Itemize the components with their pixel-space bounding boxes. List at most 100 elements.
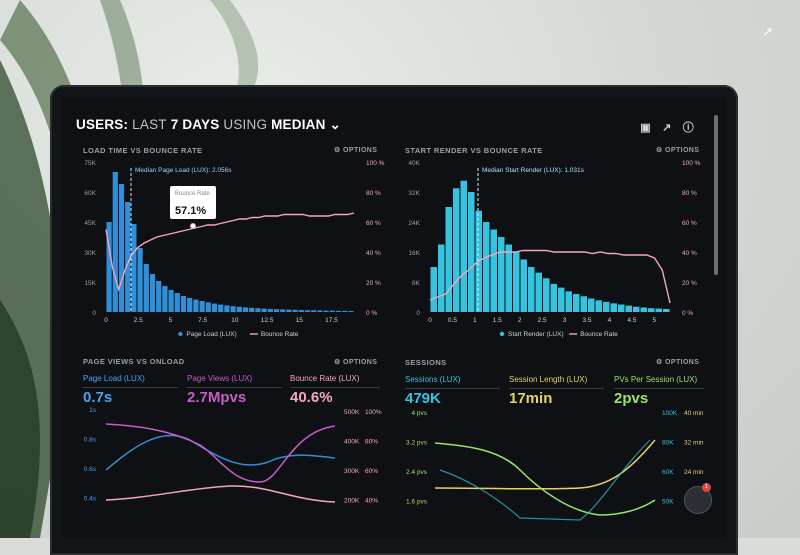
sessions-line	[439, 439, 651, 521]
bar	[230, 306, 236, 312]
bar	[520, 259, 527, 312]
legend-label: Bounce Rate	[261, 331, 299, 338]
render-options-button[interactable]: ⚙ OPTIONS	[656, 147, 700, 154]
load-panel-title: LOAD TIME VS BOUNCE RATE	[83, 146, 203, 155]
bar	[187, 298, 193, 312]
divider	[83, 387, 178, 388]
bar	[610, 303, 617, 312]
divider	[614, 388, 704, 389]
divider	[290, 387, 380, 388]
legend-label: Start Render (LUX)	[508, 331, 564, 338]
bar	[168, 290, 174, 312]
bar	[106, 222, 112, 312]
bar	[640, 307, 647, 312]
help-icon[interactable]: ⓘ	[682, 122, 694, 134]
bar	[149, 274, 156, 312]
pageviews-panel-title: PAGE VIEWS VS ONLOAD	[83, 357, 185, 366]
x-tick: 2.5	[134, 317, 143, 324]
bar	[286, 309, 292, 312]
y-left-tick: 0.4s	[84, 496, 97, 503]
bar	[633, 306, 640, 312]
pageload-line	[105, 434, 336, 471]
y-right-tick: 40 %	[366, 250, 381, 257]
header-users: USERS:	[76, 117, 129, 132]
bar	[131, 224, 137, 312]
bar	[445, 207, 452, 312]
y-left-tick: 30K	[84, 250, 96, 257]
bar	[618, 304, 625, 312]
y-right-tick: 80%	[365, 439, 378, 446]
bar	[205, 302, 211, 312]
bar	[335, 310, 342, 312]
tooltip-label: Bounce Rate	[175, 191, 210, 197]
bar	[323, 310, 329, 312]
sessions-metric-label: Sessions (LUX)	[405, 375, 461, 384]
bar	[242, 307, 249, 312]
y-right-tick: 80 %	[682, 190, 697, 197]
legend-dot	[178, 331, 183, 337]
y-right-tick: 24 min	[684, 469, 704, 476]
bar	[558, 287, 565, 312]
x-tick: 1	[473, 317, 477, 324]
bar	[453, 188, 460, 312]
bar	[595, 300, 602, 312]
y-right-tick: 20 %	[366, 280, 381, 287]
header-median[interactable]: MEDIAN	[271, 117, 326, 132]
expand-icon[interactable]: ↗	[762, 24, 773, 39]
y-right-tick: 60 %	[682, 220, 697, 227]
median-label: Median Start Render (LUX): 1.031s	[482, 167, 585, 174]
pageviews-metric-value: 2.7Mpvs	[187, 389, 247, 406]
bar	[490, 229, 497, 312]
pageviews-line	[105, 423, 336, 483]
bar	[505, 244, 512, 312]
pageviews-options-button[interactable]: ⚙ OPTIONS	[334, 359, 378, 366]
bar	[565, 291, 572, 312]
y-left-tick: 16K	[408, 250, 420, 257]
bar	[342, 310, 348, 312]
y-left-tick: 15K	[84, 280, 96, 287]
x-tick: 0	[104, 317, 108, 324]
x-tick: 0	[428, 317, 432, 324]
x-tick: 1.5	[493, 317, 502, 324]
divider	[509, 388, 604, 389]
bar	[292, 309, 298, 312]
load-options-button[interactable]: ⚙ OPTIONS	[334, 147, 378, 154]
x-tick: 2	[518, 317, 522, 324]
x-tick: 0.5	[448, 317, 457, 324]
bar	[528, 267, 535, 312]
y-left-tick: 75K	[84, 160, 96, 167]
share-icon[interactable]: ↗	[662, 122, 672, 134]
bar	[438, 244, 445, 312]
y-left-tick: 1.6 pvs	[406, 499, 428, 506]
y-right-tick: 40 %	[682, 250, 697, 257]
sessions-options-button[interactable]: ⚙ OPTIONS	[656, 359, 700, 366]
bar	[535, 272, 542, 312]
header-using: USING	[223, 117, 268, 132]
bar	[218, 304, 224, 312]
scrollbar[interactable]	[714, 115, 718, 275]
sessionlength-metric-label: Session Length (LUX)	[509, 375, 588, 384]
chevron-down-icon[interactable]: ⌄	[329, 117, 342, 132]
dashboard-header: USERS: LAST 7 DAYS USING MEDIAN ⌄ ▣ ↗ ⓘ	[76, 117, 716, 137]
y-mid-tick: 100K	[662, 410, 678, 417]
x-tick: 10	[231, 317, 239, 324]
pageload-metric-label: Page Load (LUX)	[83, 374, 145, 383]
y-mid-tick: 400K	[344, 439, 360, 446]
y-right-tick: 60%	[365, 468, 378, 475]
y-left-tick: 8K	[412, 280, 421, 287]
notification-badge: 1	[702, 483, 711, 492]
bar	[498, 237, 505, 312]
y-left-tick: 1s	[89, 407, 97, 414]
bar	[663, 309, 670, 312]
bar	[588, 298, 595, 312]
y-left-tick: 24K	[408, 220, 420, 227]
bar	[273, 309, 280, 312]
x-tick: 5	[652, 317, 656, 324]
y-left-tick: 2.4 pvs	[406, 469, 428, 476]
bar	[280, 309, 286, 312]
monitor-icon[interactable]: ▣	[640, 122, 651, 134]
x-tick: 3	[563, 317, 567, 324]
y-left-tick: 0	[92, 310, 96, 317]
x-tick: 4.5	[627, 317, 636, 324]
